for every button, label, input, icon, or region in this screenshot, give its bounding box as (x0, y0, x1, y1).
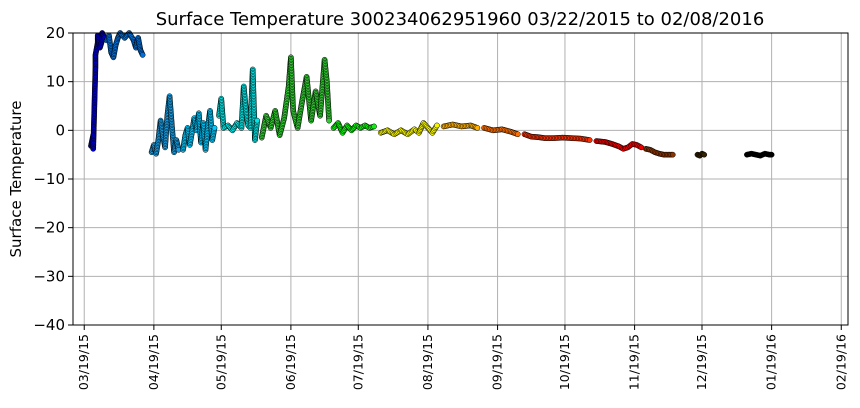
x-tick-label: 04/19/15 (146, 334, 161, 390)
data-point (586, 137, 593, 143)
x-tick-label: 07/19/15 (350, 334, 365, 390)
data-points (88, 30, 775, 159)
y-axis-label: Surface Temperature (7, 101, 25, 258)
x-tick-label: 02/19/16 (833, 334, 848, 390)
x-tick-label: 05/19/15 (213, 334, 228, 390)
y-tick-label: −20 (33, 219, 65, 237)
y-tick-label: 10 (46, 73, 65, 91)
chart-title: Surface Temperature 300234062951960 03/2… (156, 9, 765, 30)
x-tick-label: 11/19/15 (627, 334, 642, 390)
data-point (139, 52, 146, 58)
data-point (669, 151, 676, 158)
data-point (371, 123, 377, 130)
x-tick-label: 09/19/15 (490, 334, 505, 390)
y-tick-label: −10 (33, 170, 65, 188)
x-tick-label: 06/19/15 (283, 334, 298, 390)
y-tick-label: 20 (46, 24, 65, 42)
grid-lines (73, 32, 848, 326)
x-tick-label: 01/19/16 (764, 334, 779, 390)
data-point (326, 117, 332, 124)
axis-ticks: 20 10 0 −10 −20 −30 −40 03/19/15 04/19/15 05/19/1… (33, 24, 848, 390)
y-tick-label: 0 (55, 121, 65, 139)
y-tick-label: −30 (33, 267, 65, 285)
data-point (254, 117, 261, 124)
data-point (474, 125, 481, 131)
data-point (211, 125, 218, 131)
data-point (701, 151, 708, 158)
data-point (434, 122, 440, 129)
data-point (514, 131, 521, 138)
x-tick-label: 08/19/15 (420, 334, 435, 390)
x-tick-label: 10/19/15 (557, 334, 572, 390)
data-point (768, 151, 775, 158)
y-tick-label: −40 (33, 316, 65, 334)
x-tick-label: 12/19/15 (694, 334, 709, 390)
x-tick-label: 03/19/15 (76, 334, 91, 390)
